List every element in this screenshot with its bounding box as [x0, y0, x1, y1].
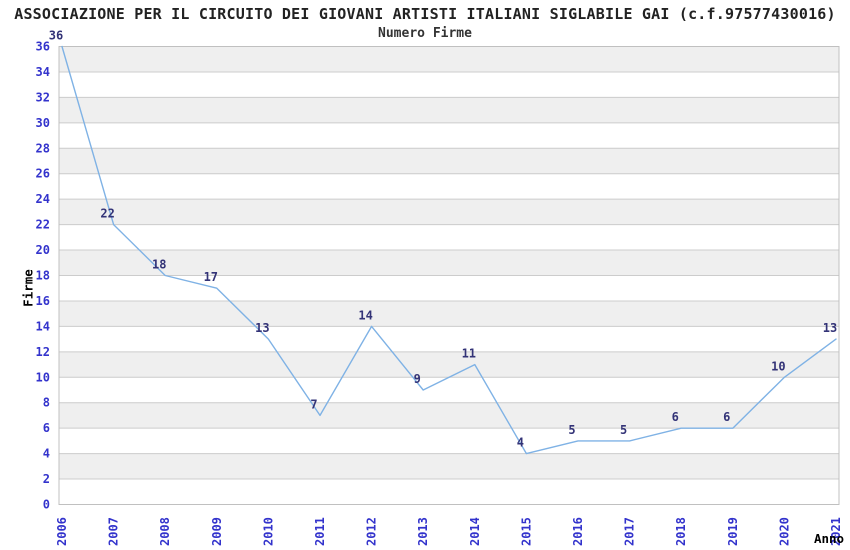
x-axis-title: Anno [814, 531, 844, 546]
x-tick-label: 2016 [571, 517, 585, 546]
y-tick-label: 8 [43, 396, 50, 410]
y-tick-label: 30 [36, 116, 50, 130]
x-tick-label: 2012 [365, 517, 379, 546]
y-tick-label: 2 [43, 472, 50, 486]
y-tick-label: 20 [36, 243, 50, 257]
x-tick-label: 2013 [416, 517, 430, 546]
y-tick-label: 24 [36, 192, 50, 206]
y-tick-label: 16 [36, 294, 50, 308]
data-point-label: 6 [723, 410, 730, 424]
grid-band [59, 351, 839, 378]
y-tick-label: 32 [36, 90, 50, 104]
y-tick-label: 36 [36, 40, 50, 54]
grid-band [59, 453, 839, 480]
x-tick-label: 2008 [158, 517, 172, 546]
data-point-label: 36 [49, 29, 63, 43]
data-point-label: 11 [462, 347, 476, 361]
y-tick-label: 18 [36, 269, 50, 283]
y-tick-label: 34 [36, 65, 50, 79]
data-point-label: 22 [100, 207, 114, 221]
grid-band [59, 199, 839, 225]
x-tick-label: 2010 [261, 517, 275, 546]
data-point-label: 6 [672, 410, 679, 424]
chart-title: ASSOCIAZIONE PER IL CIRCUITO DEI GIOVANI… [14, 5, 836, 23]
plot-border [58, 46, 840, 505]
grid-band [59, 46, 839, 72]
grid-band [59, 97, 839, 123]
x-tick-label: 2007 [107, 517, 121, 546]
grid-band [59, 148, 839, 174]
y-tick-label: 10 [36, 370, 50, 384]
data-point-label: 17 [204, 270, 218, 284]
data-point-label: 9 [414, 372, 421, 386]
data-line [61, 45, 837, 455]
data-point-label: 13 [823, 321, 837, 335]
data-point-label: 13 [255, 321, 269, 335]
x-tick-label: 2021 [829, 517, 843, 546]
data-point-label: 18 [152, 258, 166, 272]
x-tick-label: 2009 [210, 517, 224, 546]
grid-band [59, 250, 839, 276]
grid-band [59, 402, 839, 429]
x-tick-label: 2020 [777, 517, 791, 546]
y-tick-label: 12 [36, 345, 50, 359]
x-tick-label: 2017 [623, 517, 637, 546]
x-tick-label: 2015 [519, 517, 533, 546]
data-point-label: 5 [568, 423, 575, 437]
data-point-label: 7 [310, 397, 317, 411]
x-tick-label: 2011 [313, 517, 327, 546]
x-tick-label: 2014 [468, 517, 482, 546]
y-tick-label: 22 [36, 218, 50, 232]
grid-band [59, 300, 839, 327]
data-point-label: 10 [771, 359, 785, 373]
x-tick-label: 2018 [674, 517, 688, 546]
y-tick-label: 28 [36, 141, 50, 155]
data-point-label: 14 [358, 308, 372, 322]
chart-subtitle: Numero Firme [378, 26, 472, 41]
y-tick-label: 26 [36, 167, 50, 181]
y-tick-label: 0 [43, 498, 50, 512]
y-axis-title: Firme [21, 269, 36, 307]
y-tick-label: 14 [36, 319, 50, 333]
x-tick-label: 2006 [55, 517, 69, 546]
y-tick-label: 6 [43, 421, 50, 435]
data-point-label: 4 [517, 436, 524, 450]
x-tick-label: 2019 [726, 517, 740, 546]
data-point-label: 5 [620, 423, 627, 437]
y-tick-label: 4 [43, 447, 50, 461]
